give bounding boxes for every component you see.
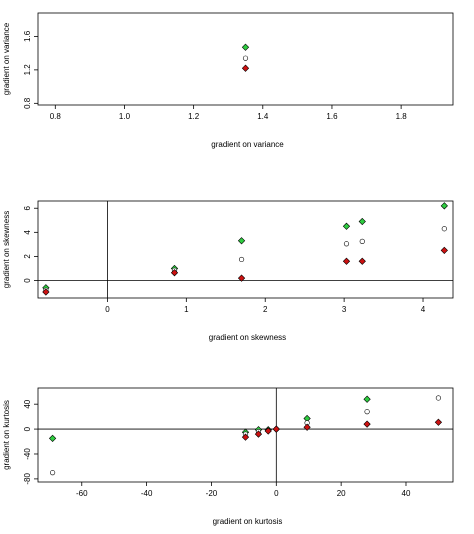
- y-tick-label: 0: [23, 278, 32, 283]
- x-axis-title: gradient on kurtosis: [213, 517, 283, 526]
- plot-frame: [37, 200, 454, 299]
- data-point: [238, 256, 245, 263]
- data-point: [241, 64, 250, 72]
- y-tick-label: 2: [23, 254, 32, 259]
- data-point: [435, 395, 442, 401]
- data-point: [49, 470, 56, 476]
- series-circle-points: [43, 226, 447, 293]
- data-point: [170, 269, 179, 277]
- x-tick-label: 0: [105, 305, 110, 314]
- y-tick-label: 1.2: [23, 64, 32, 76]
- data-point: [440, 246, 448, 255]
- x-tick-label: 20: [337, 489, 346, 498]
- panel-skewness: 0 1 2 3 4 0 2 4 6 gradient on skewness gradient on…: [2, 200, 454, 342]
- series-circle-points: [242, 55, 249, 61]
- plot-frame: [37, 12, 454, 106]
- data-point: [342, 222, 351, 230]
- y-tick-label: 40: [23, 399, 32, 408]
- data-point: [272, 425, 280, 433]
- series-green-diamond-points: [48, 395, 371, 443]
- data-point: [434, 418, 443, 426]
- x-axis-title: gradient on skewness: [209, 333, 286, 342]
- x-tick-label: 2: [263, 305, 268, 314]
- x-tick-label: 0: [274, 489, 279, 498]
- data-point: [303, 423, 311, 431]
- data-point: [364, 409, 370, 415]
- data-point: [241, 43, 250, 51]
- data-point: [343, 241, 350, 247]
- data-point: [264, 427, 272, 435]
- x-tick-label: 4: [421, 305, 426, 314]
- data-point: [48, 434, 57, 443]
- data-point: [237, 237, 246, 245]
- data-point: [359, 238, 365, 244]
- x-tick-label: 0.8: [50, 112, 62, 121]
- plot-frame: [37, 387, 454, 483]
- x-axis-title: gradient on variance: [211, 140, 284, 149]
- data-point: [237, 274, 246, 282]
- x-tick-label: 40: [402, 489, 411, 498]
- x-tick-label: 1.0: [119, 112, 131, 121]
- y-tick-label: 1.6: [23, 30, 32, 42]
- x-tick-label: 3: [342, 305, 347, 314]
- data-point: [242, 55, 249, 61]
- data-point: [342, 257, 351, 265]
- y-axis-title: gradient on variance: [2, 22, 11, 95]
- series-red-diamond-points: [42, 246, 448, 296]
- panel-kurtosis: -60 -40 -20 0 20 40 -80 -40 0 40 gradient on kurto…: [2, 387, 454, 526]
- x-tick-label: 1.6: [326, 112, 338, 121]
- x-tick-label: 1.8: [396, 112, 408, 121]
- data-point: [42, 288, 50, 296]
- data-point: [358, 257, 366, 265]
- data-point: [358, 217, 366, 226]
- y-tick-label: 0.8: [23, 97, 32, 109]
- data-point: [254, 430, 263, 438]
- y-axis-title: gradient on kurtosis: [2, 400, 11, 470]
- data-point: [440, 202, 448, 210]
- x-tick-label: -60: [76, 489, 88, 498]
- series-red-diamond-points: [241, 418, 443, 441]
- series-red-diamond-points: [241, 64, 250, 72]
- y-tick-label: -40: [23, 448, 32, 460]
- y-tick-label: 6: [23, 205, 32, 210]
- y-axis-title: gradient on skewness: [2, 211, 11, 288]
- x-tick-label: 1: [184, 305, 189, 314]
- x-tick-label: -40: [141, 489, 153, 498]
- x-tick-label: 1.4: [257, 112, 269, 121]
- series-green-diamond-points: [42, 202, 448, 292]
- data-point: [363, 395, 371, 403]
- data-point: [363, 420, 371, 428]
- y-tick-label: 0: [23, 426, 32, 431]
- data-point: [441, 226, 447, 232]
- panel-variance: 0.8 1.0 1.2 1.4 1.6 1.8 0.8 1.2 1.6 gradient on v…: [2, 12, 454, 149]
- data-point: [241, 433, 250, 441]
- y-tick-label: 4: [23, 230, 32, 235]
- x-tick-label: -20: [206, 489, 218, 498]
- series-green-diamond-points: [241, 43, 250, 51]
- y-tick-label: -80: [23, 473, 32, 485]
- x-tick-label: 1.2: [188, 112, 200, 121]
